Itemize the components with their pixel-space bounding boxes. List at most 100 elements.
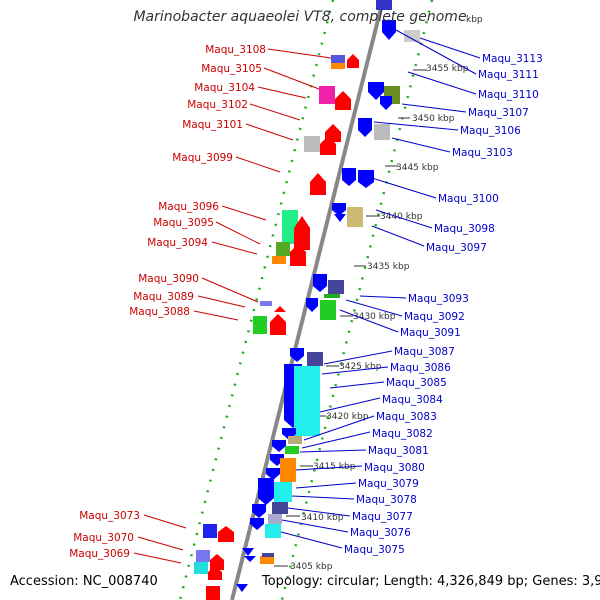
left-gene-label[interactable]: Maqu_3108 (205, 44, 266, 56)
gene-maqu-3102[interactable] (335, 91, 351, 110)
gene-arrow-down[interactable] (242, 548, 254, 556)
gene-maqu-3113[interactable] (404, 30, 420, 42)
gene-maqu-3087[interactable] (290, 348, 304, 362)
right-gene-label[interactable]: Maqu_3111 (478, 69, 539, 81)
gene-maqu-3099[interactable] (310, 173, 326, 195)
left-gene-label[interactable]: Maqu_3095 (153, 217, 214, 229)
right-gene-label[interactable]: Maqu_3075 (344, 544, 405, 556)
right-gene-label[interactable]: Maqu_3091 (400, 327, 461, 339)
right-gene-label[interactable]: Maqu_3087 (394, 346, 455, 358)
right-gene-label[interactable]: Maqu_3100 (438, 193, 499, 205)
gene-maqu-3095[interactable] (276, 242, 290, 256)
gene-maqu-3108[interactable] (331, 55, 345, 63)
gene-arrow-up[interactable] (294, 216, 310, 250)
gene-maqu-3082[interactable] (272, 440, 286, 452)
gene-maqu-3097[interactable] (347, 207, 363, 227)
gene-maqu-3078[interactable] (274, 482, 292, 502)
right-gene-label[interactable]: Maqu_3083 (376, 411, 437, 423)
left-gene-label[interactable]: Maqu_3089 (133, 291, 194, 303)
gene-maqu-3104[interactable] (319, 86, 335, 104)
gene-arrow-down[interactable] (380, 96, 392, 110)
left-gene-label[interactable]: Maqu_3102 (187, 99, 248, 111)
left-gene-label[interactable]: Maqu_3104 (194, 82, 255, 94)
gene-arrow-up[interactable] (270, 314, 286, 335)
right-gene-label[interactable]: Maqu_3092 (404, 311, 465, 323)
gene-maqu-3108-part[interactable] (331, 63, 345, 69)
left-gene-label[interactable]: Maqu_3099 (172, 152, 233, 164)
left-gene-label[interactable]: Maqu_3073 (79, 510, 140, 522)
right-gene-label[interactable]: Maqu_3080 (364, 462, 425, 474)
right-gene-label[interactable]: Maqu_3093 (408, 293, 469, 305)
gene-maqu-3091[interactable] (320, 300, 336, 320)
gene-maqu-3088[interactable] (253, 316, 267, 334)
gene-maqu-3090[interactable] (260, 301, 272, 306)
gene-arrow-up[interactable] (210, 554, 224, 570)
left-gene-label[interactable]: Maqu_3090 (138, 273, 199, 285)
right-gene-label[interactable]: Maqu_3084 (382, 394, 443, 406)
gene-maqu-3093[interactable] (328, 280, 344, 294)
right-gene-label[interactable]: Maqu_3113 (482, 53, 543, 65)
gene-maqu-3073[interactable] (203, 524, 217, 538)
right-gene-label[interactable]: Maqu_3106 (460, 125, 521, 137)
right-gene-label[interactable]: Maqu_3081 (368, 445, 429, 457)
gene-maqu-3092[interactable] (324, 294, 340, 298)
gene-maqu-3101-grey[interactable] (304, 136, 320, 152)
right-gene-label[interactable]: Maqu_3078 (356, 494, 417, 506)
gene-arrow-down[interactable] (250, 518, 264, 530)
right-gene-label[interactable]: Maqu_3097 (426, 242, 487, 254)
gene-arrow-down[interactable] (306, 298, 318, 312)
gene-arrow-down[interactable] (244, 556, 256, 562)
gene-maqu-3076[interactable] (268, 514, 282, 524)
gene-maqu-3106[interactable] (358, 118, 372, 137)
gene-arrow-up[interactable] (347, 54, 359, 68)
gene-maqu-3084[interactable] (294, 366, 320, 436)
gene-arrow-down[interactable] (358, 170, 374, 188)
gene-small-orange[interactable] (260, 556, 274, 564)
right-gene-label[interactable]: Maqu_3082 (372, 428, 433, 440)
gene-maqu-3100[interactable] (342, 168, 356, 186)
gene-maqu-3075[interactable] (265, 524, 281, 538)
gene-maqu-3089[interactable] (274, 306, 286, 312)
left-gene-label[interactable]: Maqu_3105 (201, 63, 262, 75)
gene-maqu-3103[interactable] (374, 124, 390, 140)
gene-arrow-up[interactable] (208, 566, 222, 580)
gene-maqu-3111[interactable] (382, 20, 396, 40)
gene-arrow-down[interactable] (332, 203, 346, 216)
right-gene-label[interactable]: Maqu_3098 (434, 223, 495, 235)
gene-arrow-down[interactable] (236, 584, 248, 592)
left-gene-label[interactable]: Maqu_3096 (158, 201, 219, 213)
gene-arrow-down[interactable] (266, 468, 280, 480)
gene-top[interactable] (376, 0, 392, 10)
left-gene-label[interactable]: Maqu_3101 (182, 119, 243, 131)
right-gene-label[interactable]: Maqu_3076 (350, 527, 411, 539)
left-gene-label[interactable]: Maqu_3070 (73, 532, 134, 544)
right-gene-label[interactable]: Maqu_3085 (386, 377, 447, 389)
right-gene-label[interactable]: Maqu_3103 (452, 147, 513, 159)
right-gene-label[interactable]: Maqu_3110 (478, 89, 539, 101)
gene-maqu-3069[interactable] (194, 562, 208, 574)
gene-maqu-3077[interactable] (272, 502, 288, 514)
gene-arrow-up[interactable] (218, 526, 234, 542)
right-gene-label[interactable]: Maqu_3077 (352, 511, 413, 523)
gene-maqu-3081[interactable] (285, 446, 299, 454)
left-gene-label[interactable]: Maqu_3094 (147, 237, 208, 249)
gene-maqu-3070[interactable] (196, 550, 210, 562)
gene-arrow-up[interactable] (320, 136, 336, 155)
left-gene-label[interactable]: Maqu_3069 (69, 548, 130, 560)
gene-maqu-3098[interactable] (334, 214, 346, 222)
gene-small-blue[interactable] (262, 553, 274, 557)
right-gene-label[interactable]: Maqu_3086 (390, 362, 451, 374)
gene-maqu-3079[interactable] (258, 478, 274, 505)
left-gene-label[interactable]: Maqu_3088 (129, 306, 190, 318)
gene-maqu-3080[interactable] (280, 458, 296, 482)
gene-maqu-3083[interactable] (288, 436, 302, 444)
gene-arrow-down[interactable] (313, 274, 327, 292)
gene-arrow-up[interactable] (290, 244, 306, 266)
gene-maqu-3086[interactable] (307, 352, 323, 366)
gene-bottom[interactable] (206, 586, 220, 600)
gene-arrow-down[interactable] (252, 504, 266, 518)
right-gene-label[interactable]: Maqu_3079 (358, 478, 419, 490)
gene-maqu-3094[interactable] (272, 256, 286, 264)
right-gene-label[interactable]: Maqu_3107 (468, 107, 529, 119)
gene-maqu-3110[interactable] (368, 82, 384, 100)
